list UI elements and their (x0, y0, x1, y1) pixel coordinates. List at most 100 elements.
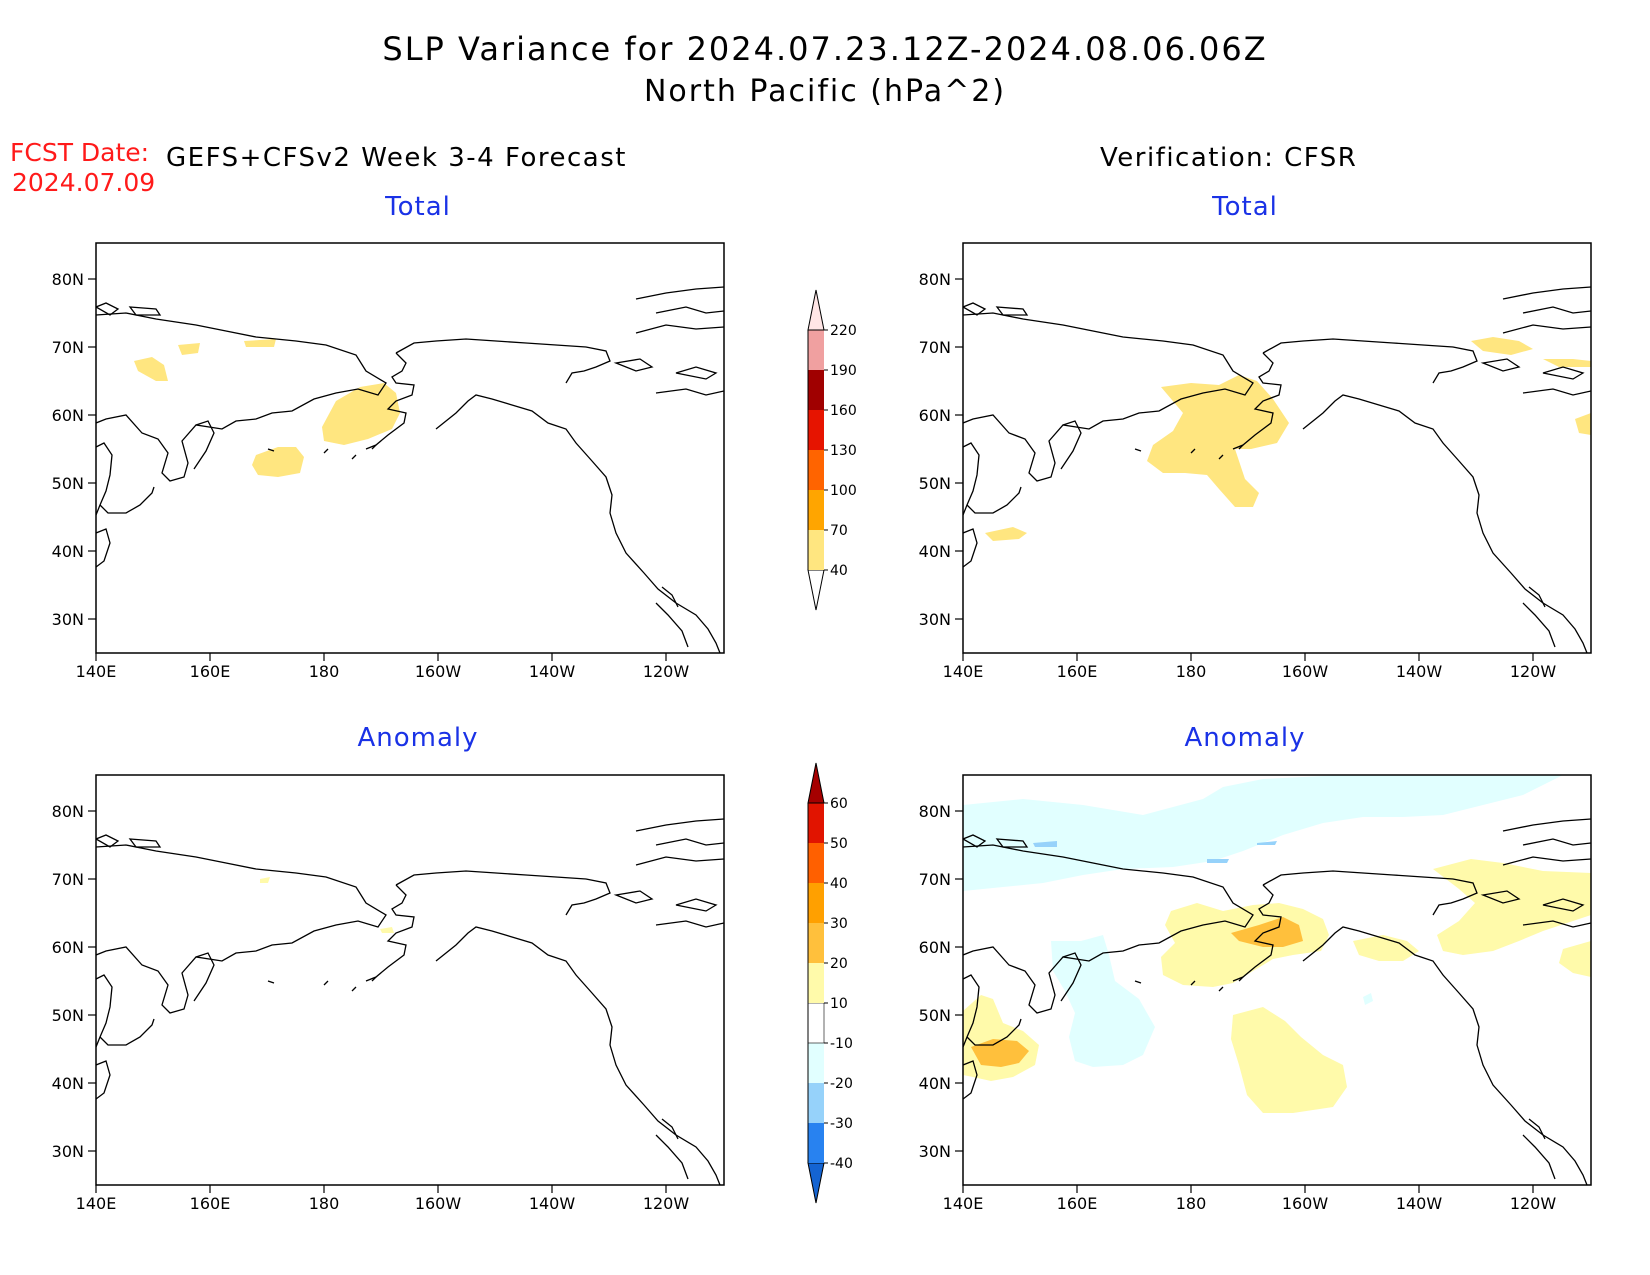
lon-label: 140E (76, 1194, 117, 1213)
colorbar-anomaly-label: -40 (830, 1156, 853, 1172)
colorbar-anomaly-label: 30 (830, 916, 848, 932)
lon-label: 180 (309, 1194, 340, 1213)
panel-title-forecast-total: Total (385, 192, 451, 222)
lon-label: 140E (943, 662, 984, 681)
lon-label: 160W (1282, 1194, 1329, 1213)
lon-label: 140E (76, 662, 117, 681)
panel-forecast-anomaly: 80N 70N 60N 50N 40N 30N 140E 160E 180 160W 140W 120… (52, 774, 725, 1213)
colorbar-total-label: 100 (830, 483, 857, 499)
lat-label: 30N (919, 610, 951, 629)
lat-label: 50N (52, 474, 84, 493)
colorbar-total-label: 130 (830, 443, 857, 459)
panel-verification-anomaly: 80N 70N 60N 50N 40N 30N 140E 160E 180 160W 140W 120… (919, 774, 1592, 1213)
colorbar-anomaly-label: 40 (830, 876, 848, 892)
colorbar-anomaly-swatch (808, 883, 824, 923)
lon-label: 140W (529, 1194, 576, 1213)
lat-label: 40N (919, 542, 951, 561)
lon-label: 180 (309, 662, 340, 681)
colorbar-total-swatch (808, 490, 824, 530)
fcst-date-value: 2024.07.09 (12, 168, 156, 197)
lat-label: 80N (919, 270, 951, 289)
colorbar-total-label: 40 (830, 563, 848, 579)
lon-label: 160E (1057, 662, 1098, 681)
lat-label: 50N (919, 1006, 951, 1025)
colorbar-anomaly-label: 20 (830, 956, 848, 972)
colorbar-anomaly-swatch (807, 1002, 825, 1044)
colorbar-total-swatch (808, 370, 824, 410)
colorbar-anomaly-swatch (808, 843, 824, 883)
panel-title-forecast-anomaly: Anomaly (357, 723, 479, 753)
lon-label: 180 (1176, 1194, 1207, 1213)
colorbar-anomaly-swatch (808, 923, 824, 963)
colorbar-anomaly-label: 10 (830, 996, 848, 1012)
colorbar-total-label: 160 (830, 403, 857, 419)
lon-label: 120W (1510, 1194, 1557, 1213)
lon-label: 120W (1510, 662, 1557, 681)
lat-label: 70N (919, 338, 951, 357)
colorbar-anomaly-label: -30 (830, 1116, 853, 1132)
colorbar-anomaly-swatch (808, 963, 824, 1003)
colorbar-anomaly-label: -20 (830, 1076, 853, 1092)
lon-label: 160E (190, 1194, 231, 1213)
lon-label: 140W (529, 662, 576, 681)
lat-label: 60N (919, 938, 951, 957)
verification-header: Verification: CFSR (1100, 143, 1358, 173)
lon-label: 160W (415, 1194, 462, 1213)
lat-label: 40N (52, 542, 84, 561)
panel-title-verification-total: Total (1212, 192, 1278, 222)
lon-label: 140W (1396, 662, 1443, 681)
lat-label: 30N (52, 1142, 84, 1161)
fcst-date-label: FCST Date: (10, 138, 150, 167)
colorbar-total: 40 70 100 130 160 190 220 (807, 289, 857, 611)
lon-label: 160E (1057, 1194, 1098, 1213)
lat-label: 70N (52, 338, 84, 357)
colorbar-anomaly-swatch (808, 1083, 824, 1123)
colorbar-anomaly-swatch (808, 1123, 824, 1163)
lat-label: 80N (52, 270, 84, 289)
colorbar-total-label: 70 (830, 523, 848, 539)
lon-label: 160W (1282, 662, 1329, 681)
lat-label: 70N (919, 870, 951, 889)
lat-label: 30N (919, 1142, 951, 1161)
lat-label: 50N (919, 474, 951, 493)
colorbar-total-label: 190 (830, 363, 857, 379)
colorbar-anomaly-label: -10 (830, 1036, 853, 1052)
lon-label: 160W (415, 662, 462, 681)
lat-label: 60N (52, 938, 84, 957)
colorbar-anomaly-low-extension (807, 1162, 825, 1204)
lat-label: 40N (52, 1074, 84, 1093)
lon-label: 140E (943, 1194, 984, 1213)
lat-label: 50N (52, 1006, 84, 1025)
lon-label: 140W (1396, 1194, 1443, 1213)
forecast-header: GEFS+CFSv2 Week 3-4 Forecast (166, 143, 627, 173)
colorbar-anomaly-label: 50 (830, 836, 848, 852)
lat-label: 40N (919, 1074, 951, 1093)
colorbar-total-swatch (808, 330, 824, 370)
lat-label: 60N (52, 406, 84, 425)
colorbar-anomaly-label: 60 (830, 796, 848, 812)
colorbar-total-swatch (808, 410, 824, 450)
colorbar-total-swatch (808, 530, 824, 570)
main-title: SLP Variance for 2024.07.23.12Z-2024.08.… (382, 30, 1268, 68)
lat-label: 80N (919, 802, 951, 821)
sub-title: North Pacific (hPa^2) (643, 74, 1007, 109)
colorbar-anomaly: -40 -30 -20 -10 10 20 30 40 50 60 (807, 762, 853, 1204)
panel-forecast-total: 80N 70N 60N 50N 40N 30N 140E 160E 180 160W 140W 120… (52, 242, 725, 681)
lat-label: 60N (919, 406, 951, 425)
lat-label: 80N (52, 802, 84, 821)
colorbar-anomaly-swatch (808, 803, 824, 843)
colorbar-anomaly-high-extension (807, 762, 825, 804)
colorbar-anomaly-swatch (808, 1043, 824, 1083)
colorbar-total-high-extension (807, 289, 825, 331)
lon-label: 180 (1176, 662, 1207, 681)
lon-label: 120W (643, 1194, 690, 1213)
lat-label: 30N (52, 610, 84, 629)
panel-verification-total: 80N 70N 60N 50N 40N 30N 140E 160E 180 160W 140W 120… (919, 242, 1592, 681)
lat-label: 70N (52, 870, 84, 889)
lon-label: 160E (190, 662, 231, 681)
lon-label: 120W (643, 662, 690, 681)
colorbar-total-swatch (808, 450, 824, 490)
colorbar-total-label: 220 (830, 323, 857, 339)
panel-title-verification-anomaly: Anomaly (1184, 723, 1306, 753)
